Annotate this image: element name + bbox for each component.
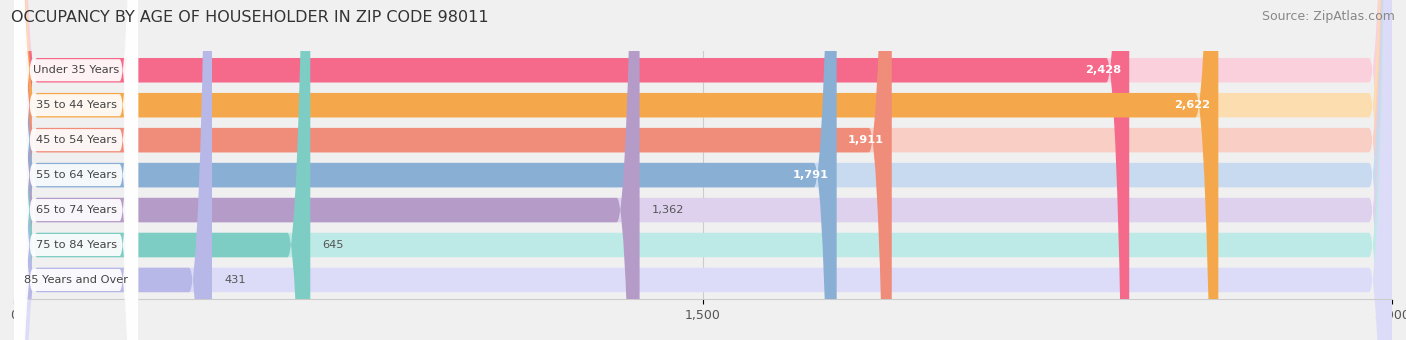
FancyBboxPatch shape [14, 0, 138, 340]
FancyBboxPatch shape [14, 0, 1392, 340]
Text: 645: 645 [323, 240, 344, 250]
Text: 45 to 54 Years: 45 to 54 Years [35, 135, 117, 145]
Text: 35 to 44 Years: 35 to 44 Years [35, 100, 117, 110]
Text: 1,911: 1,911 [848, 135, 883, 145]
FancyBboxPatch shape [14, 0, 1392, 340]
Text: 55 to 64 Years: 55 to 64 Years [35, 170, 117, 180]
FancyBboxPatch shape [14, 0, 837, 340]
Text: 75 to 84 Years: 75 to 84 Years [35, 240, 117, 250]
FancyBboxPatch shape [14, 0, 212, 340]
FancyBboxPatch shape [14, 0, 138, 340]
Text: Source: ZipAtlas.com: Source: ZipAtlas.com [1261, 10, 1395, 23]
FancyBboxPatch shape [14, 0, 311, 340]
FancyBboxPatch shape [14, 0, 1129, 340]
FancyBboxPatch shape [14, 0, 1219, 340]
Text: 1,362: 1,362 [652, 205, 685, 215]
Text: 431: 431 [225, 275, 246, 285]
Text: 85 Years and Over: 85 Years and Over [24, 275, 128, 285]
FancyBboxPatch shape [14, 0, 891, 340]
Text: 2,622: 2,622 [1174, 100, 1211, 110]
FancyBboxPatch shape [14, 0, 640, 340]
FancyBboxPatch shape [14, 0, 138, 340]
Text: 2,428: 2,428 [1085, 65, 1121, 75]
Text: OCCUPANCY BY AGE OF HOUSEHOLDER IN ZIP CODE 98011: OCCUPANCY BY AGE OF HOUSEHOLDER IN ZIP C… [11, 10, 489, 25]
Text: Under 35 Years: Under 35 Years [32, 65, 120, 75]
FancyBboxPatch shape [14, 0, 1392, 340]
FancyBboxPatch shape [14, 0, 1392, 340]
Text: 65 to 74 Years: 65 to 74 Years [35, 205, 117, 215]
FancyBboxPatch shape [14, 0, 1392, 340]
FancyBboxPatch shape [14, 0, 138, 340]
FancyBboxPatch shape [14, 0, 138, 340]
FancyBboxPatch shape [14, 0, 1392, 340]
FancyBboxPatch shape [14, 0, 138, 340]
FancyBboxPatch shape [14, 0, 1392, 340]
FancyBboxPatch shape [14, 0, 138, 340]
Text: 1,791: 1,791 [793, 170, 828, 180]
